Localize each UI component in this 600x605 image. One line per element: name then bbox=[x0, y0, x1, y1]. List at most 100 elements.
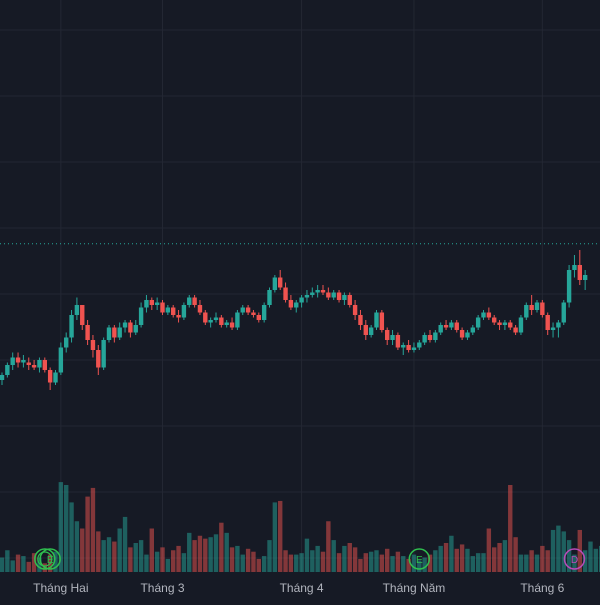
candle-body bbox=[154, 302, 160, 305]
volume-bar bbox=[401, 556, 406, 572]
volume-bar bbox=[288, 554, 294, 572]
candle-body bbox=[401, 345, 406, 348]
volume-bar bbox=[176, 545, 181, 572]
candle-body bbox=[10, 357, 15, 365]
volume-bar bbox=[310, 550, 315, 572]
earnings-circle-icon[interactable]: E bbox=[39, 548, 61, 570]
volume-bar bbox=[122, 516, 128, 572]
candle-body bbox=[192, 297, 197, 305]
volume-bar bbox=[278, 500, 283, 572]
volume-bar bbox=[534, 554, 540, 572]
volume-bar bbox=[358, 558, 363, 572]
volume-bar bbox=[90, 487, 96, 572]
volume-bars bbox=[0, 482, 600, 572]
volume-bar bbox=[561, 531, 566, 572]
volume-bar bbox=[326, 521, 331, 572]
candle-body bbox=[342, 295, 347, 300]
candle-body bbox=[160, 302, 165, 313]
candle-body bbox=[219, 317, 224, 325]
volume-bar bbox=[374, 550, 379, 572]
candle-body bbox=[80, 305, 85, 325]
candle-body bbox=[347, 295, 352, 305]
volume-bar bbox=[240, 554, 245, 572]
candle-body bbox=[117, 327, 122, 338]
volume-bar bbox=[128, 547, 133, 572]
volume-bar bbox=[64, 485, 69, 572]
volume-bar bbox=[21, 556, 26, 572]
volume-bar bbox=[502, 540, 508, 572]
candle-body bbox=[74, 305, 80, 315]
candle-body bbox=[144, 300, 149, 308]
volume-bar bbox=[540, 545, 545, 572]
volume-bar bbox=[363, 553, 368, 572]
candle-body bbox=[15, 357, 21, 363]
candle-body bbox=[385, 330, 390, 340]
volume-bar bbox=[379, 554, 385, 572]
candle-body bbox=[299, 297, 304, 303]
volume-bar bbox=[331, 540, 336, 572]
volume-bar bbox=[283, 550, 288, 572]
candle-body bbox=[245, 307, 251, 313]
volume-bar bbox=[406, 558, 411, 572]
volume-bar bbox=[481, 553, 486, 572]
volume-bar bbox=[80, 528, 85, 572]
event-ring-inner[interactable] bbox=[37, 551, 53, 567]
volume-bar bbox=[513, 537, 518, 572]
candle-body bbox=[433, 332, 438, 340]
event-ring[interactable] bbox=[563, 548, 586, 570]
volume-bar bbox=[417, 560, 422, 572]
candle-body bbox=[235, 312, 240, 328]
candle-body bbox=[465, 332, 470, 338]
candle-body bbox=[272, 277, 278, 290]
volume-bar bbox=[197, 535, 203, 572]
volume-bar bbox=[10, 560, 15, 572]
volume-bar bbox=[267, 540, 272, 572]
volume-bar bbox=[154, 551, 160, 572]
candle-body bbox=[256, 315, 261, 320]
candle-body bbox=[556, 322, 561, 328]
candle-body bbox=[315, 290, 320, 293]
volume-bar bbox=[138, 540, 144, 572]
volume-bar bbox=[572, 554, 577, 572]
candle-body bbox=[331, 292, 336, 298]
earnings-circle-icon[interactable]: E bbox=[408, 548, 431, 570]
candle-body bbox=[64, 337, 69, 348]
volume-bar bbox=[192, 540, 197, 572]
candle-body bbox=[540, 302, 545, 315]
candle-body bbox=[5, 365, 10, 375]
candle-body bbox=[443, 325, 449, 328]
earnings-double-circle-icon[interactable] bbox=[34, 548, 56, 570]
volume-bar bbox=[486, 528, 492, 572]
volume-bar bbox=[433, 550, 438, 572]
volume-bar bbox=[213, 534, 219, 572]
candle-body bbox=[261, 305, 267, 320]
volume-bar bbox=[229, 547, 235, 572]
volume-bar bbox=[149, 528, 154, 572]
volume-bar bbox=[475, 553, 481, 572]
event-ring[interactable] bbox=[408, 548, 431, 570]
candle-body bbox=[502, 322, 508, 325]
volume-bar bbox=[390, 556, 395, 572]
volume-bar bbox=[524, 554, 529, 572]
volume-bar bbox=[438, 545, 443, 572]
volume-bar bbox=[497, 543, 502, 572]
volume-bar bbox=[465, 548, 470, 572]
event-label: D bbox=[571, 555, 578, 566]
volume-bar bbox=[0, 557, 5, 572]
volume-bar bbox=[187, 532, 192, 572]
candle-body bbox=[69, 315, 74, 338]
event-ring[interactable] bbox=[34, 548, 56, 570]
time-axis-label: Tháng Năm bbox=[383, 581, 446, 595]
candle-body bbox=[561, 302, 566, 323]
event-ring[interactable] bbox=[39, 548, 61, 570]
candle-body bbox=[165, 307, 171, 313]
candle-body bbox=[374, 312, 379, 328]
dividend-circle-icon[interactable]: D bbox=[563, 548, 586, 570]
volume-bar bbox=[304, 538, 310, 572]
time-axis bbox=[0, 572, 600, 600]
volume-bar bbox=[171, 550, 176, 572]
volume-bar bbox=[550, 529, 556, 572]
